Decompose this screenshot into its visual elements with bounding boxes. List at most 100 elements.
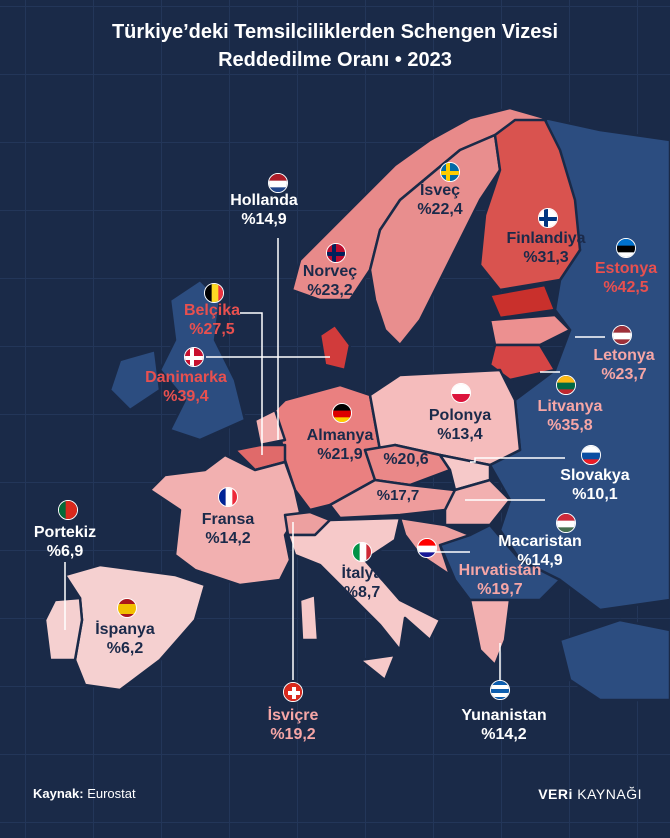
label-norvec: Norveç %23,2 (303, 262, 357, 300)
label-hollanda: Hollanda %14,9 (230, 191, 298, 229)
country-name: Slovakya (560, 467, 630, 484)
country-value: %14,9 (241, 211, 287, 228)
country-name: Letonya (593, 347, 655, 364)
flag-polonya-icon (451, 383, 471, 403)
flag-ispanya-icon (117, 598, 137, 618)
country-value: %19,7 (477, 581, 523, 598)
country-value: %13,4 (437, 426, 483, 443)
label-italya: İtalya %8,7 (342, 564, 383, 602)
title-line-1: Türkiye’deki Temsilciliklerden Schengen … (111, 21, 559, 43)
label-macaristan: Macaristan %14,9 (498, 532, 582, 570)
country-greece (468, 598, 512, 667)
country-value: %23,2 (307, 282, 353, 299)
title-line-2: Reddedilme Oranı • 2023 (218, 49, 452, 71)
country-value: %19,2 (270, 726, 316, 743)
label-danimarka: Danimarka %39,4 (145, 368, 227, 406)
country-name: İspanya (95, 621, 155, 638)
region-ireland (108, 348, 162, 412)
leader-line-belgium (240, 312, 263, 455)
region-turkey (558, 618, 670, 702)
brand-bold: VERi (538, 786, 573, 802)
label-litvanya: Litvanya %35,8 (538, 397, 603, 435)
country-name: Hollanda (230, 192, 298, 209)
country-france (148, 453, 302, 587)
country-portugal (43, 596, 84, 662)
country-name: Danimarka (145, 369, 227, 386)
country-name: Belçika (183, 302, 241, 319)
country-value: %6,9 (46, 543, 84, 560)
flag-fransa-icon (218, 487, 238, 507)
country-value: %23,7 (601, 366, 647, 383)
label-finlandiya: Finlandiya %31,3 (506, 229, 585, 267)
flag-estonya-icon (616, 238, 636, 258)
country-name: Norveç (302, 263, 358, 280)
flag-finlandiya-icon (538, 208, 558, 228)
brand-logo: VERi KAYNAĞI (538, 786, 642, 802)
label-ispanya: İspanya %6,2 (95, 620, 155, 658)
country-finland (478, 118, 582, 292)
flag-portekiz-icon (58, 500, 78, 520)
country-value: %14,2 (481, 726, 527, 743)
country-italy (286, 516, 442, 652)
country-name: Hırvatistan (458, 562, 542, 579)
label-isvicre: İsviçre %19,2 (268, 706, 319, 744)
country-name: Polonya (428, 407, 492, 424)
country-value: %8,7 (343, 584, 381, 601)
label-polonya: Polonya %13,4 (429, 406, 491, 444)
country-italy-sardinia (298, 593, 320, 642)
value-austria: %17,7 (376, 487, 420, 504)
country-value: %27,5 (189, 321, 235, 338)
country-value: %14,9 (517, 552, 563, 569)
country-estonia (488, 283, 557, 320)
country-value: %21,9 (317, 446, 363, 463)
flag-litvanya-icon (556, 375, 576, 395)
flag-almanya-icon (332, 403, 352, 423)
country-value: %39,4 (163, 388, 209, 405)
label-hirvatistan: Hırvatistan %19,7 (459, 561, 542, 599)
country-name: Macaristan (498, 533, 582, 550)
country-value: %10,1 (572, 486, 618, 503)
label-estonya: Estonya %42,5 (595, 259, 657, 297)
country-name: İtalya (341, 565, 383, 582)
country-name: Almanya (306, 427, 374, 444)
country-latvia (488, 313, 572, 347)
flag-norvec-icon (326, 243, 346, 263)
country-name: Portekiz (33, 524, 97, 541)
label-letonya: Letonya %23,7 (593, 346, 654, 384)
source-label: Kaynak: (33, 786, 84, 801)
label-portekiz: Portekiz %6,9 (34, 523, 96, 561)
flag-macaristan-icon (556, 513, 576, 533)
country-value: %35,8 (547, 417, 593, 434)
country-lithuania (488, 343, 557, 382)
label-slovakya: Slovakya %10,1 (560, 466, 629, 504)
label-almanya: Almanya %21,9 (307, 426, 374, 464)
country-value: %14,2 (205, 530, 251, 547)
label-belcika: Belçika %27,5 (184, 301, 240, 339)
source: Kaynak: Eurostat (33, 786, 136, 801)
label-fransa: Fransa %14,2 (202, 510, 254, 548)
leader-lines (64, 238, 605, 680)
flag-danimarka-icon (184, 347, 204, 367)
country-name: Estonya (594, 260, 658, 277)
flag-hirvatistan-icon (417, 538, 437, 558)
country-value: %31,3 (523, 249, 569, 266)
country-value: %6,2 (106, 640, 144, 657)
country-name: İsviçre (267, 707, 319, 724)
flag-hollanda-icon (268, 173, 288, 193)
country-name: Fransa (201, 511, 255, 528)
flag-yunanistan-icon (490, 680, 510, 700)
region-balkans (438, 523, 562, 602)
flag-belcika-icon (204, 283, 224, 303)
source-value: Eurostat (87, 786, 136, 801)
country-belgium (233, 443, 287, 472)
country-name: Yunanistan (461, 707, 547, 724)
country-name: Finlandiya (506, 230, 586, 247)
country-denmark (318, 323, 352, 372)
country-italy-sicily (358, 653, 397, 682)
flag-slovakya-icon (581, 445, 601, 465)
label-yunanistan: Yunanistan %14,2 (461, 706, 546, 744)
country-value: %22,4 (417, 201, 463, 218)
country-hungary (443, 478, 512, 527)
flag-letonya-icon (612, 325, 632, 345)
value-czechia: %20,6 (383, 451, 429, 468)
